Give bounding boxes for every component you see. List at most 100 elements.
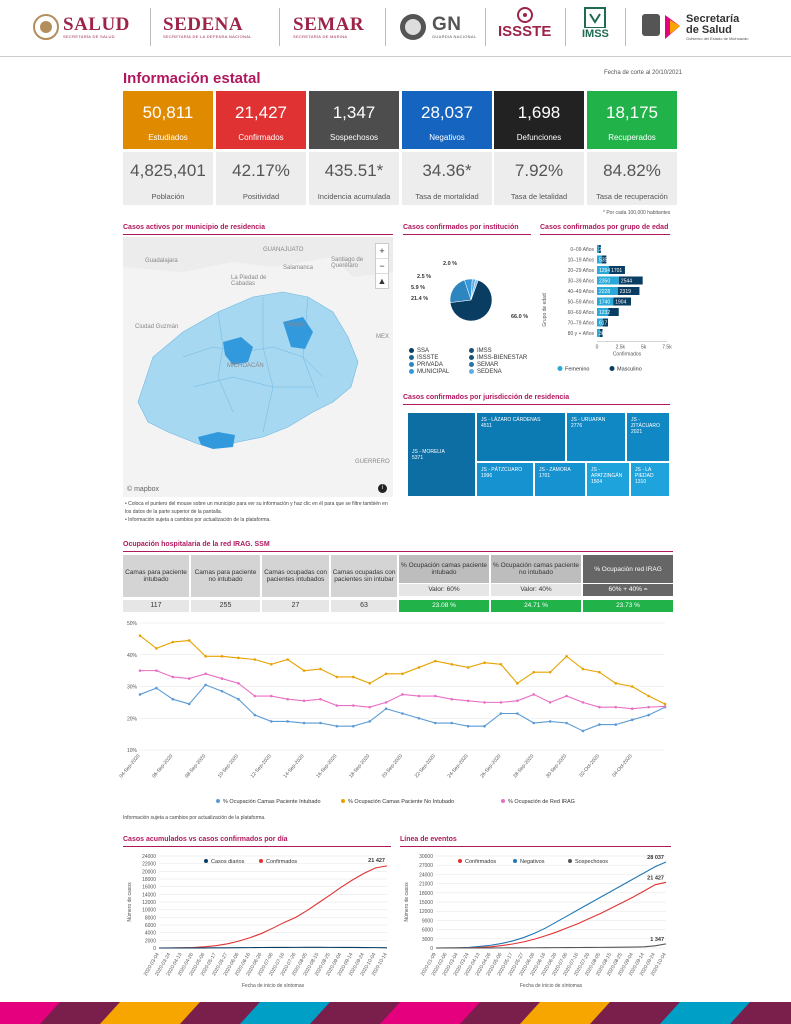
series-point[interactable] [319,667,322,671]
series-point[interactable] [384,707,388,711]
age-bar-femenino[interactable] [597,276,619,285]
events-legend-label[interactable]: Confirmados [465,859,496,865]
institution-legend-item[interactable]: IMSS [469,348,492,354]
series-point[interactable] [269,720,273,723]
age-bar-femenino[interactable] [597,318,603,327]
stat-card-5[interactable]: 18,175 Recuperados [587,91,677,149]
series-point[interactable] [614,723,618,726]
series-point[interactable] [401,693,404,696]
series-point[interactable] [598,723,601,726]
age-bar-femenino[interactable] [597,255,602,264]
series-point[interactable] [335,724,339,728]
age-bar-femenino[interactable] [597,297,614,306]
zoom-in-button[interactable]: + [376,244,388,259]
treemap-cell[interactable]: JS - PÁTZCUARO 1996 [476,462,534,497]
series-point[interactable] [237,656,240,660]
series-point[interactable] [319,721,322,725]
series-point[interactable] [483,701,486,704]
institution-legend-item[interactable]: PRIVADA [409,362,443,368]
series-line-1[interactable] [435,881,667,949]
occupancy-legend-label[interactable]: % Ocupación Camas Paciente Intubado [223,799,321,805]
series-point[interactable] [548,701,552,704]
series-point[interactable] [581,729,585,733]
zoom-out-button[interactable]: − [376,259,388,274]
treemap-cell[interactable]: JS - ZAMORA 1701 [534,462,586,497]
series-point[interactable] [663,702,667,706]
age-legend-label[interactable]: Femenino [565,367,589,373]
series-point[interactable] [187,677,191,680]
treemap-cell[interactable]: JS - ZITÁCUARO 2021 [626,412,670,462]
series-point[interactable] [220,677,224,680]
series-point[interactable] [516,712,519,715]
series-point[interactable] [335,675,339,679]
age-bar-masculino[interactable] [598,245,601,253]
treemap-cell[interactable]: JS - APATZINGÁN 1504 [586,462,630,497]
age-bar-femenino[interactable] [597,287,618,295]
series-point[interactable] [417,666,421,669]
age-bar-masculino[interactable] [602,318,608,327]
treemap-cell[interactable]: JS - LA PIEDAD 1310 [630,462,670,497]
stat-card-4[interactable]: 1,698 Defunciones [494,91,584,149]
pie-slice-imss[interactable] [449,279,493,322]
series-point[interactable] [417,694,421,698]
series-point[interactable] [351,724,355,728]
age-bar-masculino[interactable] [609,266,625,274]
series-point[interactable] [351,704,355,707]
series-point[interactable] [630,707,634,711]
age-bar-masculino[interactable] [617,287,640,295]
age-bar-femenino[interactable] [597,266,610,274]
series-point[interactable] [138,634,142,637]
series-point[interactable] [319,697,322,701]
series-point[interactable] [171,640,175,644]
treemap-cell[interactable]: JS - MORELIA 5371 [407,412,476,497]
age-bar-masculino[interactable] [618,276,643,285]
series-point[interactable] [286,658,289,661]
institution-pie-chart[interactable]: 66.0 % 21.4 % 5.9 % 2.5 % 2.0 % [403,245,533,345]
series-point[interactable] [171,675,175,679]
occupancy-legend-label[interactable]: % Ocupación de Red IRAG [508,799,575,805]
series-point[interactable] [269,694,273,698]
series-point[interactable] [302,669,306,672]
series-point[interactable] [450,697,454,701]
age-bar-femenino[interactable] [597,329,600,337]
institution-legend-item[interactable]: MUNICIPAL [409,369,449,375]
series-point[interactable] [155,686,158,690]
series-point[interactable] [155,669,158,672]
series-point[interactable] [630,685,634,688]
series-line-0[interactable] [158,865,388,949]
series-point[interactable] [187,702,191,706]
age-bar-masculino[interactable] [599,329,603,337]
series-point[interactable] [384,672,388,676]
series-point[interactable] [466,666,470,669]
series-point[interactable] [647,705,650,709]
series-point[interactable] [565,721,568,725]
institution-legend-item[interactable]: ISSSTE [409,355,438,361]
mapbox-attribution[interactable]: © mapbox [127,486,160,493]
series-point[interactable] [466,699,470,703]
series-point[interactable] [532,721,536,725]
series-point[interactable] [368,720,371,723]
occupancy-legend-label[interactable]: % Ocupación Camas Paciente No Intubado [348,799,454,805]
series-point[interactable] [516,682,519,685]
series-point[interactable] [630,718,634,722]
series-point[interactable] [450,721,454,725]
series-point[interactable] [187,639,191,642]
series-line-2[interactable] [436,943,667,949]
occupancy-line-chart[interactable]: 10% 20% 30% 40% 50% 04-Sep-2020 06-Sep-2020 08-… [118,618,678,813]
stat-card-3[interactable]: 28,037 Negativos [402,91,492,149]
series-point[interactable] [401,712,404,715]
series-point[interactable] [220,655,224,658]
series-point[interactable] [253,658,257,661]
info-icon[interactable]: i [378,484,387,493]
series-point[interactable] [499,662,503,666]
series-point[interactable] [614,705,618,709]
series-point[interactable] [384,701,388,704]
series-point[interactable] [532,693,536,696]
series-point[interactable] [237,697,240,701]
series-point[interactable] [450,662,454,666]
series-point[interactable] [434,659,437,663]
series-point[interactable] [483,661,486,664]
age-bar-chart[interactable]: Grupo de edad 0–09 Años 203 10–19 Años 535 20… [540,240,672,380]
events-line-chart[interactable]: 0 3000 6000 9000 12000 15000 18000 21000 24000 27… [400,850,672,990]
